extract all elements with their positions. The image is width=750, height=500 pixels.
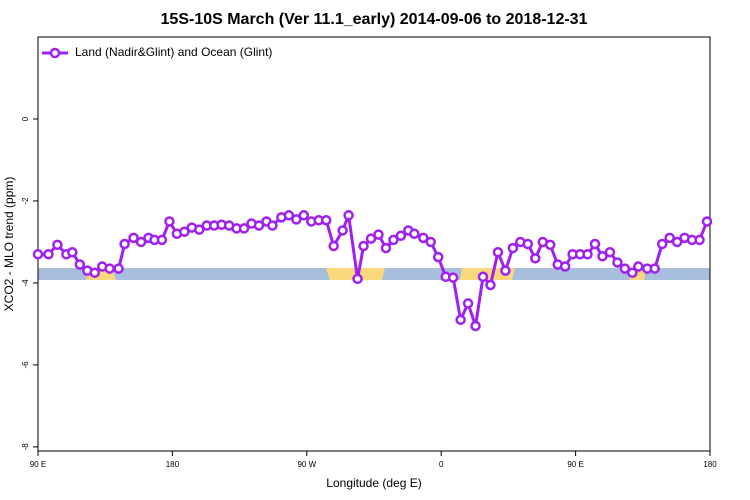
data-point	[113, 263, 124, 274]
x-axis-label: Longitude (deg E)	[326, 476, 421, 490]
y-tick-label: -8	[21, 443, 30, 451]
data-point	[664, 232, 675, 244]
x-tick-label: 0	[439, 460, 444, 469]
data-point	[179, 226, 190, 237]
data-point	[358, 240, 369, 252]
data-point	[52, 239, 63, 251]
data-point	[418, 232, 429, 244]
y-tick-label: 0	[21, 116, 30, 121]
data-point	[671, 236, 683, 248]
data-point	[522, 238, 534, 250]
data-point	[380, 242, 392, 254]
legend-label: Land (Nadir&Glint) and Ocean (Glint)	[75, 45, 272, 59]
data-point	[253, 220, 265, 231]
data-point	[492, 246, 504, 258]
data-point	[156, 234, 168, 246]
data-point	[128, 232, 139, 244]
data-point	[32, 248, 44, 260]
data-point	[395, 230, 407, 242]
legend-marker	[49, 47, 61, 59]
data-point	[627, 267, 638, 278]
y-tick-label: -6	[21, 361, 30, 369]
data-point	[104, 263, 115, 274]
y-axis-label: XCO2 - MLO trend (ppm)	[2, 177, 16, 312]
data-point	[267, 220, 278, 231]
data-point	[447, 272, 459, 283]
data-point	[74, 259, 86, 270]
data-point	[507, 242, 519, 254]
data-point	[425, 236, 436, 248]
data-point	[164, 216, 175, 227]
data-point	[500, 265, 511, 276]
data-point	[477, 271, 489, 283]
y-tick-label: -4	[21, 279, 30, 287]
data-point	[291, 214, 302, 225]
data-point	[365, 233, 377, 244]
data-point	[462, 298, 474, 309]
data-point	[656, 238, 668, 250]
data-point	[649, 263, 660, 274]
chart-title: 15S-10S March (Ver 11.1_early) 2014-09-0…	[161, 11, 588, 28]
surface-band	[38, 268, 710, 280]
data-point	[298, 210, 310, 221]
data-point	[119, 238, 130, 250]
data-point	[43, 248, 54, 260]
y-tick-label: -2	[21, 197, 30, 205]
data-point	[320, 214, 332, 226]
data-point	[701, 216, 713, 227]
data-point	[582, 248, 593, 260]
plot-frame	[37, 36, 711, 452]
data-point	[337, 225, 348, 236]
data-point	[373, 229, 384, 240]
data-point	[343, 210, 354, 221]
data-point	[470, 320, 481, 332]
x-tick-label: 90 W	[297, 460, 316, 469]
x-tick-label: 90 E	[567, 460, 583, 469]
data-point	[67, 246, 78, 258]
data-point	[544, 239, 556, 251]
data-point	[559, 261, 571, 272]
data-point	[485, 279, 496, 291]
x-tick-label: 180	[166, 460, 180, 469]
x-tick-label: 180	[703, 460, 717, 469]
data-point	[604, 246, 616, 258]
data-point	[530, 253, 541, 264]
data-point	[409, 228, 420, 240]
data-point	[612, 257, 623, 268]
data-point	[352, 273, 363, 285]
data-point	[135, 236, 147, 248]
data-point	[597, 251, 608, 262]
data-point	[432, 251, 444, 263]
x-tick-label: 90 E	[30, 460, 46, 469]
data-point	[388, 234, 399, 246]
data-point	[619, 263, 631, 274]
data-point	[283, 210, 295, 221]
data-point	[194, 224, 205, 235]
data-point	[455, 314, 466, 326]
data-point	[694, 234, 705, 246]
data-point	[328, 240, 339, 252]
data-point	[633, 261, 644, 272]
data-point	[589, 238, 601, 250]
data-point	[238, 223, 250, 234]
data-point	[89, 267, 100, 278]
